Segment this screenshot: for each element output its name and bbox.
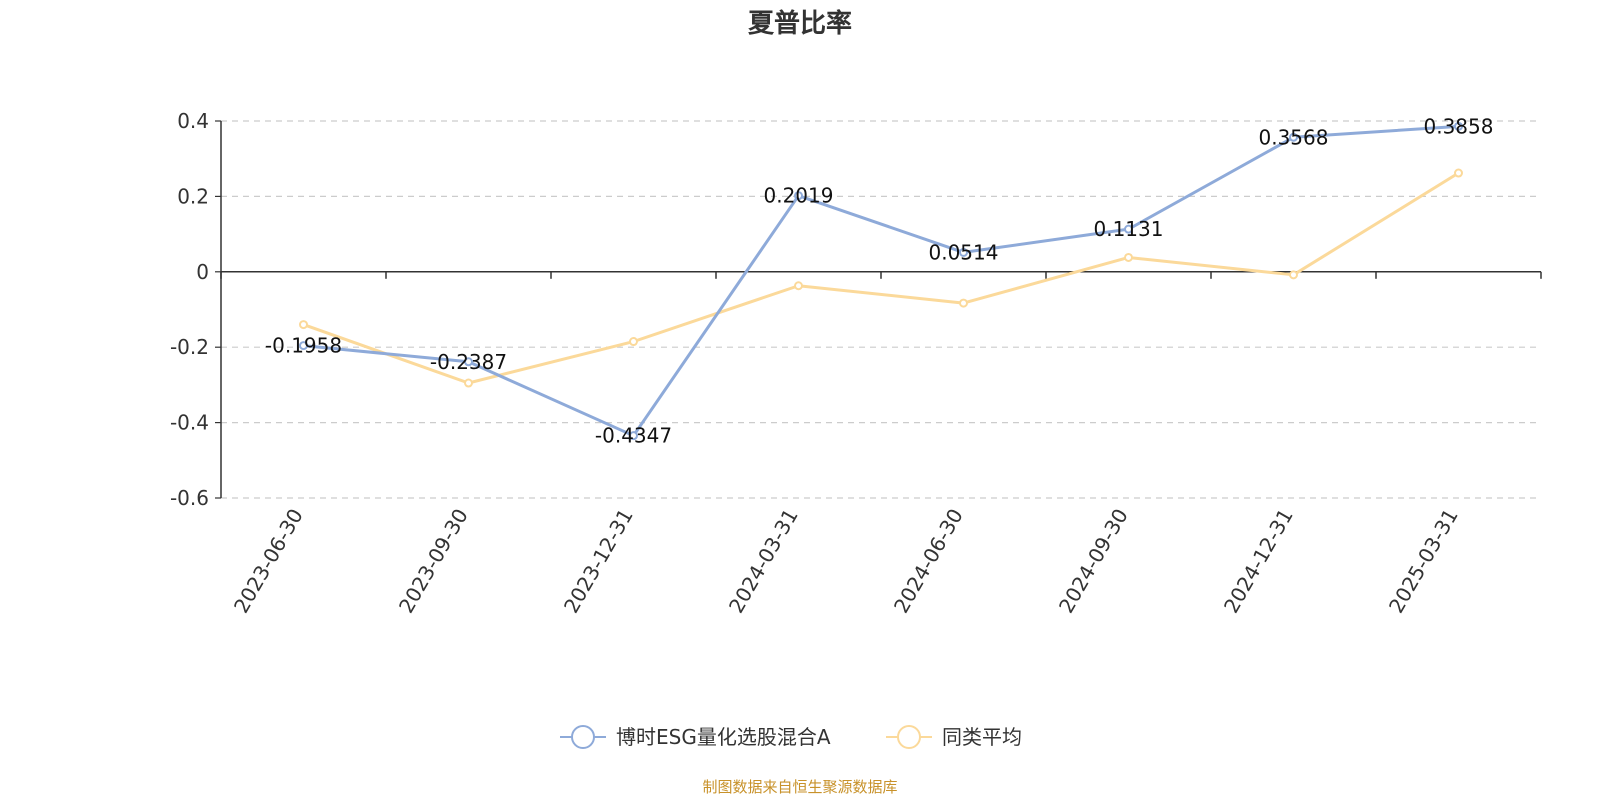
series-line-0 (302, 124, 1460, 438)
data-label: 0.0514 (929, 240, 999, 264)
axes: 0.4 0.2 0 -0.2 -0.4 -0.6 2023-06-30 2023-09-30 2… (170, 109, 1542, 618)
data-label: 0.3858 (1424, 114, 1494, 138)
series-point-0 (1289, 132, 1298, 142)
y-tick-label: -0.6 (170, 486, 209, 510)
series-point-0 (794, 191, 803, 201)
x-tick-label: 2023-06-30 (229, 505, 308, 618)
legend-label-1: 同类平均 (942, 725, 1022, 749)
data-label: 0.2019 (764, 184, 834, 208)
series-point-1 (299, 320, 308, 330)
series-point-1 (1124, 252, 1133, 262)
y-tick-label: 0.2 (177, 184, 209, 208)
series-point-0 (959, 247, 968, 257)
chart-title: 夏普比率 (748, 8, 852, 39)
x-tick-label: 2024-06-30 (889, 505, 968, 618)
x-tick-label: 2024-12-31 (1219, 505, 1298, 618)
data-label: -0.1958 (265, 334, 342, 358)
x-tick-label: 2024-03-31 (724, 505, 803, 618)
x-tick-label: 2023-09-30 (394, 505, 473, 618)
series-point-0 (299, 341, 308, 351)
series-point-0 (464, 357, 473, 367)
legend: 博时ESG量化选股混合A 同类平均 (560, 725, 1022, 749)
x-tick-label: 2024-09-30 (1054, 505, 1133, 618)
y-tick-label: -0.4 (170, 411, 209, 435)
series-point-1 (629, 337, 638, 347)
series-line-1 (302, 171, 1460, 385)
y-tick-label: 0 (196, 260, 209, 284)
legend-marker-0 (571, 725, 595, 749)
series-point-0 (1454, 121, 1463, 131)
data-label: 0.3568 (1259, 125, 1329, 149)
data-label: -0.2387 (430, 350, 507, 374)
series-point-1 (959, 298, 968, 308)
series-point-0 (629, 431, 638, 441)
grid-lines (221, 120, 1541, 499)
series-lines (299, 121, 1463, 441)
y-tick-label: -0.2 (170, 335, 209, 359)
data-label: -0.4347 (595, 424, 672, 448)
series-point-1 (464, 378, 473, 388)
source-note: 制图数据来自恒生聚源数据库 (702, 778, 897, 796)
data-label: 0.1131 (1094, 217, 1164, 241)
legend-label-0: 博时ESG量化选股混合A (616, 725, 831, 749)
series-point-1 (1454, 168, 1463, 178)
y-tick-label: 0.4 (177, 109, 209, 133)
data-labels: -0.1958 -0.2387 -0.4347 0.2019 0.0514 0.1131 0… (265, 114, 1494, 447)
series-point-1 (794, 281, 803, 291)
x-tick-label: 2025-03-31 (1384, 505, 1463, 618)
series-point-1 (1289, 270, 1298, 280)
x-tick-label: 2023-12-31 (559, 505, 638, 618)
series-point-0 (1124, 224, 1133, 234)
legend-marker-1 (897, 725, 921, 749)
